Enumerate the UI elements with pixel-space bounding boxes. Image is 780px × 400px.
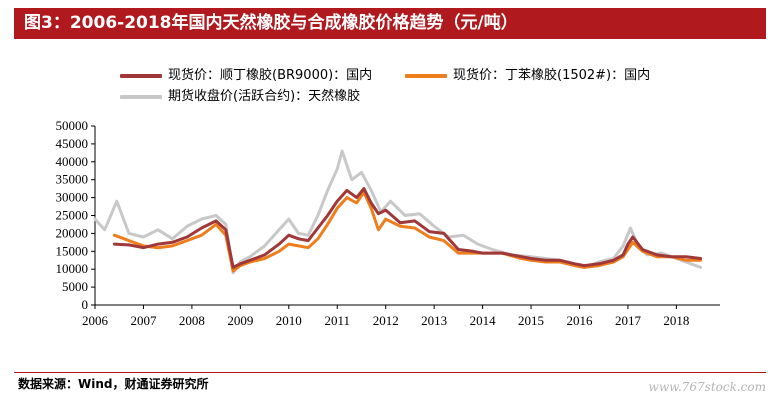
series-line-nr xyxy=(93,149,703,275)
x-tick-label: 2012 xyxy=(373,313,399,328)
y-tick-label: 40000 xyxy=(56,154,89,169)
data-source: 数据来源：Wind，财通证券研究所 xyxy=(18,377,209,391)
chart-title-bar: 图3：2006-2018年国内天然橡胶与合成橡胶价格趋势（元/吨） xyxy=(14,8,766,39)
legend-swatch-nr xyxy=(120,94,162,99)
x-tick-label: 2016 xyxy=(566,313,593,328)
legend-label-br: 现货价：顺丁橡胶(BR9000)：国内 xyxy=(168,68,373,83)
x-tick-label: 2008 xyxy=(179,313,205,328)
x-tick-label: 2009 xyxy=(227,313,253,328)
legend-label-sbr: 现货价：丁苯橡胶(1502#)：国内 xyxy=(453,68,651,83)
x-tick-label: 2018 xyxy=(663,313,689,328)
footer-divider xyxy=(14,372,766,373)
y-axis: 0 5000 10000 15000 20000 25000 30000 35000 40000… xyxy=(56,118,96,312)
legend-swatch-br xyxy=(120,73,162,78)
y-tick-label: 0 xyxy=(82,297,89,312)
x-tick-label: 2006 xyxy=(82,313,109,328)
x-tick-label: 2015 xyxy=(518,313,544,328)
chart-title: 图3：2006-2018年国内天然橡胶与合成橡胶价格趋势（元/吨） xyxy=(24,13,518,33)
x-tick-label: 2017 xyxy=(615,313,642,328)
y-tick-label: 25000 xyxy=(56,208,89,223)
x-tick-label: 2010 xyxy=(276,313,302,328)
legend-swatch-sbr xyxy=(405,73,447,78)
x-tick-label: 2007 xyxy=(130,313,157,328)
y-tick-label: 10000 xyxy=(56,261,89,276)
series-line-br xyxy=(112,187,703,269)
y-tick-label: 5000 xyxy=(62,279,88,294)
x-axis: 2006 2007 2008 2009 2010 2011 2012 2013 2014 2015… xyxy=(82,304,720,328)
legend-item-sbr: 现货价：丁苯橡胶(1502#)：国内 xyxy=(405,67,650,85)
x-tick-label: 2011 xyxy=(324,313,350,328)
x-tick-label: 2013 xyxy=(421,313,447,328)
series-layer xyxy=(93,149,703,275)
y-tick-label: 30000 xyxy=(56,190,89,205)
legend-item-br: 现货价：顺丁橡胶(BR9000)：国内 xyxy=(120,67,372,85)
y-tick-label: 45000 xyxy=(56,136,89,151)
legend-item-nr: 期货收盘价(活跃合约)：天然橡胶 xyxy=(120,88,360,106)
watermark: www.767stock.com xyxy=(648,380,766,394)
y-tick-label: 15000 xyxy=(56,243,89,258)
y-tick-label: 50000 xyxy=(56,118,89,133)
y-tick-label: 35000 xyxy=(56,172,89,187)
y-tick-label: 20000 xyxy=(56,225,89,240)
legend-label-nr: 期货收盘价(活跃合约)：天然橡胶 xyxy=(168,89,361,104)
x-tick-label: 2014 xyxy=(470,313,497,328)
